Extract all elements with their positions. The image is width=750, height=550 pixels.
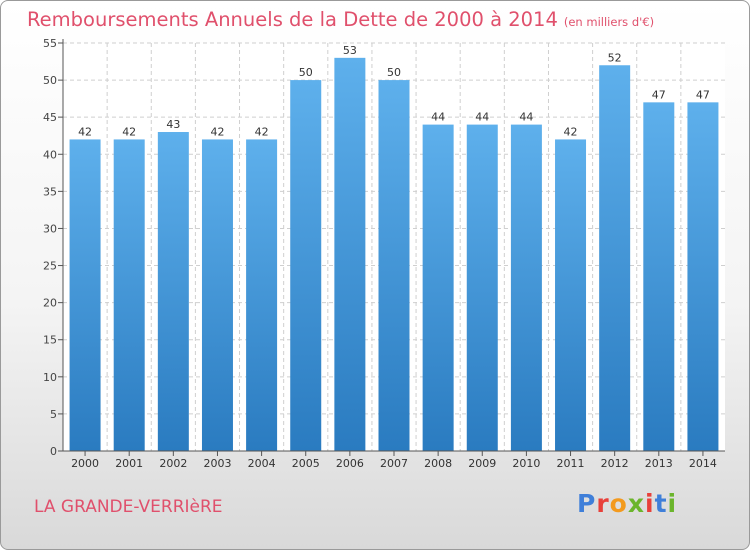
- bar-2012: [599, 65, 631, 451]
- x-tick-label: 2003: [203, 457, 231, 470]
- chart-subtitle: (en milliers d'€): [563, 15, 655, 29]
- value-label: 44: [475, 111, 489, 124]
- bar-2011: [555, 139, 587, 451]
- bar-2005: [290, 80, 322, 451]
- value-label: 53: [343, 44, 357, 57]
- y-tick-label: 55: [43, 37, 57, 50]
- x-tick-label: 2004: [248, 457, 276, 470]
- value-label: 44: [431, 111, 445, 124]
- value-label: 52: [608, 51, 622, 64]
- y-tick-label: 35: [43, 185, 57, 198]
- commune-name: LA GRANDE-VERRIèRE: [34, 497, 223, 517]
- bar-2014: [687, 102, 719, 451]
- y-tick-label: 10: [43, 371, 57, 384]
- bar-2001: [113, 139, 145, 451]
- bar-2008: [422, 124, 454, 451]
- chart-title: Remboursements Annuels de la Dette de 20…: [27, 8, 654, 31]
- bar-2007: [378, 80, 410, 451]
- value-label: 47: [696, 88, 710, 101]
- chart-title-text: Remboursements Annuels de la Dette de 20…: [27, 8, 558, 31]
- x-tick-label: 2014: [689, 457, 717, 470]
- value-label: 44: [519, 111, 533, 124]
- x-tick-label: 2002: [159, 457, 187, 470]
- y-tick-label: 50: [43, 74, 57, 87]
- x-tick-label: 2006: [336, 457, 364, 470]
- value-label: 42: [564, 125, 578, 138]
- y-tick-label: 15: [43, 334, 57, 347]
- x-tick-label: 2008: [424, 457, 452, 470]
- bar-2003: [201, 139, 233, 451]
- y-axis-ticks: 0 5 10 15 20 25 30 35 40 45 50 55: [43, 37, 63, 458]
- x-tick-label: 2012: [601, 457, 629, 470]
- y-tick-label: 45: [43, 111, 57, 124]
- bar-2006: [334, 57, 366, 451]
- bars: [69, 57, 719, 451]
- x-tick-label: 2010: [512, 457, 540, 470]
- x-tick-label: 2013: [645, 457, 673, 470]
- logo-letter: o: [609, 489, 628, 518]
- y-tick-label: 40: [43, 148, 57, 161]
- logo-letter: P: [577, 489, 597, 518]
- proxiti-logo: Proxiti: [577, 489, 677, 518]
- bar-2010: [510, 124, 542, 451]
- x-tick-label: 2005: [292, 457, 320, 470]
- bar-2013: [643, 102, 675, 451]
- y-tick-label: 5: [50, 408, 57, 421]
- value-label: 42: [255, 125, 269, 138]
- y-tick-label: 20: [43, 297, 57, 310]
- bar-2009: [466, 124, 498, 451]
- value-label: 42: [122, 125, 136, 138]
- logo-letter: r: [596, 489, 610, 518]
- value-label: 50: [387, 66, 401, 79]
- x-tick-label: 2000: [71, 457, 99, 470]
- x-tick-label: 2011: [557, 457, 585, 470]
- value-label: 42: [210, 125, 224, 138]
- bar-2000: [69, 139, 101, 451]
- value-label: 50: [299, 66, 313, 79]
- x-axis-labels: 2000 2001 2002 2003 2004 2005 2006 2007 2008 2009…: [71, 451, 717, 470]
- x-tick-label: 2001: [115, 457, 143, 470]
- y-tick-label: 30: [43, 222, 57, 235]
- bar-2002: [157, 132, 189, 451]
- logo-letter: i: [667, 489, 678, 518]
- y-tick-label: 0: [50, 445, 57, 458]
- value-labels: 42 42 43 42 42 50 53 50 44 44 44 42 52 47 47: [78, 44, 710, 139]
- x-tick-label: 2009: [468, 457, 496, 470]
- logo-letter: x: [627, 489, 645, 518]
- value-label: 43: [166, 118, 180, 131]
- y-tick-label: 25: [43, 260, 57, 273]
- value-label: 47: [652, 88, 666, 101]
- bar-2004: [246, 139, 278, 451]
- logo-letter: t: [654, 489, 668, 518]
- value-label: 42: [78, 125, 92, 138]
- x-tick-label: 2007: [380, 457, 408, 470]
- logo-letter: i: [645, 489, 655, 518]
